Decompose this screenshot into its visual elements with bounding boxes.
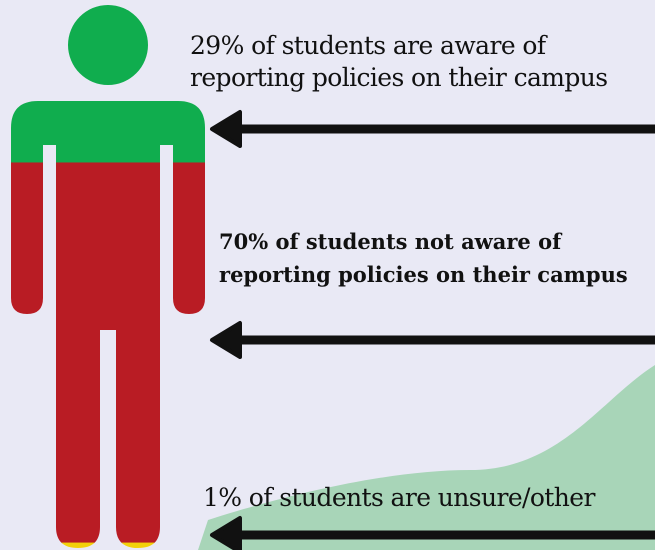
label-aware: 29% of students are aware of reporting p… bbox=[190, 31, 608, 92]
segment-unsure bbox=[11, 542, 205, 548]
arrow-unsure bbox=[210, 516, 655, 550]
segment-not-aware bbox=[11, 162, 205, 544]
hill-shape bbox=[198, 365, 655, 550]
label-not-aware: 70% of students not aware of reporting p… bbox=[219, 229, 628, 287]
arrow-aware bbox=[210, 110, 655, 148]
arrow-not-aware bbox=[210, 321, 655, 359]
label-unsure: 1% of students are unsure/other bbox=[203, 483, 595, 512]
